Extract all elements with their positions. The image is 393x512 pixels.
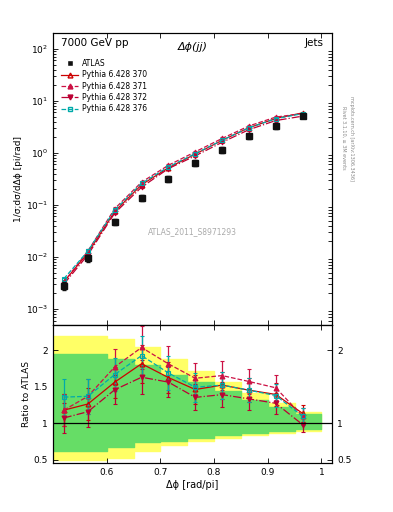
Y-axis label: Ratio to ATLAS: Ratio to ATLAS (22, 361, 31, 427)
Text: Δϕ(jj): Δϕ(jj) (178, 42, 208, 52)
Y-axis label: 1/σ;dσ/dΔϕ [pi/rad]: 1/σ;dσ/dΔϕ [pi/rad] (14, 136, 23, 222)
Text: mcplots.cern.ch [arXiv:1306.3436]: mcplots.cern.ch [arXiv:1306.3436] (349, 96, 354, 181)
Text: ATLAS_2011_S8971293: ATLAS_2011_S8971293 (148, 227, 237, 236)
Legend: ATLAS, Pythia 6.428 370, Pythia 6.428 371, Pythia 6.428 372, Pythia 6.428 376: ATLAS, Pythia 6.428 370, Pythia 6.428 37… (60, 57, 149, 115)
Text: 7000 GeV pp: 7000 GeV pp (61, 38, 129, 48)
X-axis label: Δϕ [rad/pi]: Δϕ [rad/pi] (166, 480, 219, 490)
Text: Rivet 3.1.10, ≥ 3M events: Rivet 3.1.10, ≥ 3M events (342, 106, 346, 170)
Text: Jets: Jets (305, 38, 324, 48)
